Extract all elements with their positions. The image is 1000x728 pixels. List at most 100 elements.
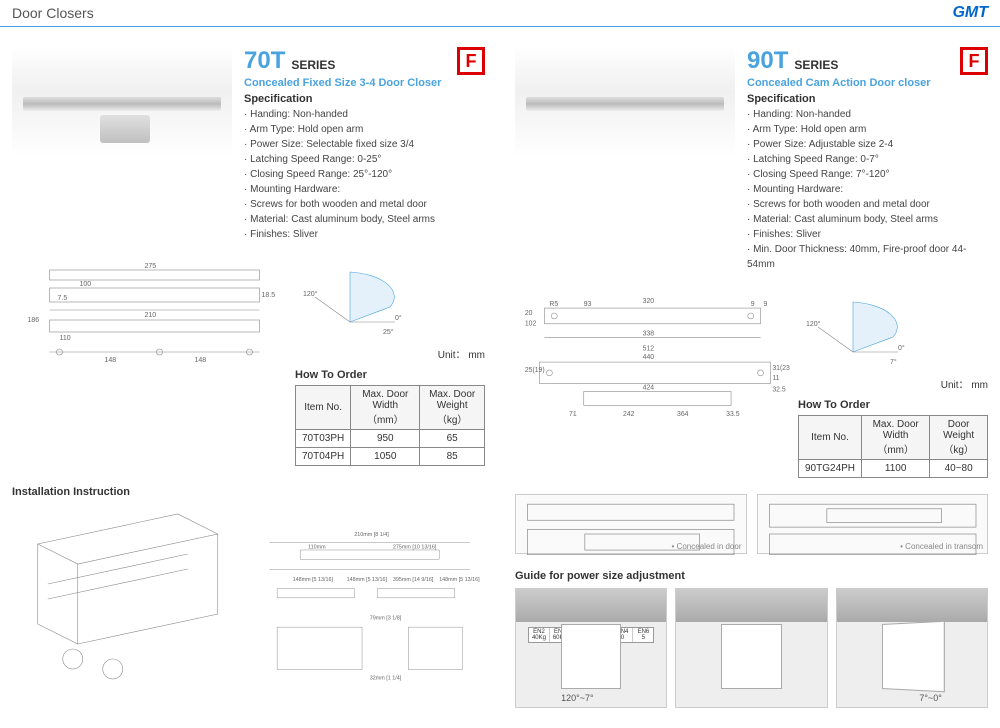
- order-col: Item No.: [799, 416, 862, 460]
- en-cell: EN240Kg: [529, 628, 549, 642]
- svg-text:93: 93: [584, 301, 592, 308]
- svg-text:120°: 120°: [806, 320, 821, 328]
- guide-step-3: 3 7°~0°: [836, 588, 988, 708]
- spec-item: Power Size: Adjustable size 2-4: [747, 137, 988, 152]
- svg-text:210mm [8 1/4]: 210mm [8 1/4]: [354, 532, 389, 538]
- unit-label-70t: Unit： mm: [295, 346, 485, 361]
- iso-and-order-90t: 120° 0° 7° Unit： mm How To Order Item No…: [798, 282, 988, 478]
- product-image-70t: [12, 47, 232, 157]
- svg-text:424: 424: [643, 385, 655, 392]
- product-image-90t: [515, 47, 735, 157]
- spec-item: Closing Speed Range: 7°-120°: [747, 167, 988, 182]
- unit-label-90t: Unit： mm: [798, 376, 988, 391]
- svg-text:148: 148: [195, 357, 207, 364]
- svg-text:148mm [5 13/16]: 148mm [5 13/16]: [292, 577, 333, 583]
- page-header: Door Closers GMT: [0, 0, 1000, 27]
- spec-item: Handing: Non-handed: [747, 107, 988, 122]
- svg-text:9: 9: [751, 301, 755, 308]
- spec-item: Min. Door Thickness: 40mm, Fire-proof do…: [747, 242, 988, 272]
- svg-text:110mm: 110mm: [308, 544, 326, 550]
- order-col: Max. Door Width（mm）: [862, 416, 930, 460]
- svg-text:148mm [5 13/16]: 148mm [5 13/16]: [346, 577, 387, 583]
- spec-item: Latching Speed Range: 0-7°: [747, 152, 988, 167]
- guide-row: 1 EN240KgEN360KgEN480KgEN3-5EN40EN65 120…: [515, 588, 988, 708]
- spec-list-90t: Handing: Non-handedArm Type: Hold open a…: [747, 107, 988, 272]
- spec-item: Screws for both wooden and metal door: [244, 197, 485, 212]
- svg-text:148: 148: [105, 357, 117, 364]
- svg-text:31(23): 31(23): [772, 365, 790, 372]
- table-row: 70T04PH105085: [296, 448, 485, 466]
- svg-text:440: 440: [643, 354, 655, 361]
- spec-item: Finishes: Sliver: [244, 227, 485, 242]
- order-table-90t: Item No.Max. Door Width（mm）Door Weight（k…: [798, 415, 988, 478]
- table-row: 90TG24PH110040~80: [799, 460, 988, 478]
- svg-text:512: 512: [643, 345, 655, 352]
- svg-text:11: 11: [772, 375, 779, 382]
- order-col: Max. Door Weight（kg）: [420, 386, 485, 430]
- svg-text:7.5: 7.5: [58, 295, 68, 302]
- iso-diagram-70t: 120° 0° 25°: [295, 252, 405, 342]
- svg-text:20: 20: [525, 310, 533, 317]
- svg-text:0°: 0°: [395, 314, 402, 322]
- svg-text:7°: 7°: [890, 358, 897, 366]
- svg-text:110: 110: [60, 335, 71, 342]
- svg-text:364: 364: [677, 411, 689, 418]
- table-row: 70T03PH95065: [296, 430, 485, 448]
- fire-badge-70t: F: [457, 47, 485, 75]
- svg-text:25°: 25°: [383, 328, 394, 336]
- spec-item: Material: Cast aluminum body, Steel arms: [244, 212, 485, 227]
- guide-title: Guide for power size adjustment: [515, 570, 988, 582]
- svg-text:9: 9: [763, 301, 767, 308]
- svg-text:25(19): 25(19): [525, 367, 545, 374]
- conceal-row: • Concealed in door • Concealed in trans…: [515, 494, 988, 554]
- svg-text:186: 186: [28, 317, 40, 324]
- col-70t: 70T SERIES F Concealed Fixed Size 3-4 Do…: [12, 47, 485, 708]
- brand-logo: GMT: [952, 4, 988, 22]
- svg-text:R5: R5: [549, 301, 558, 308]
- svg-text:275mm [10 13/16]: 275mm [10 13/16]: [392, 544, 436, 550]
- conceal-door-box: • Concealed in door: [515, 494, 747, 554]
- series-suffix-70t: SERIES: [291, 58, 335, 72]
- spec-heading-70t: Specification: [244, 93, 485, 105]
- svg-text:18.5: 18.5: [262, 292, 276, 299]
- en-cell: EN65: [632, 628, 653, 642]
- svg-text:79mm [3 1/8]: 79mm [3 1/8]: [369, 615, 401, 621]
- spec-item: Handing: Non-handed: [244, 107, 485, 122]
- svg-text:338: 338: [643, 331, 655, 338]
- svg-text:210: 210: [145, 312, 157, 319]
- svg-text:71: 71: [569, 411, 577, 418]
- angle-label-3: 7°~0°: [919, 693, 941, 703]
- spec-list-70t: Handing: Non-handedArm Type: Hold open a…: [244, 107, 485, 242]
- svg-text:32.5: 32.5: [772, 387, 786, 394]
- conceal-transom-box: • Concealed in transom: [757, 494, 989, 554]
- tech-drawing-90t: 320 93 R5 9 9 20 102 338 512 440 424 71 …: [515, 292, 790, 442]
- svg-text:275: 275: [145, 263, 157, 270]
- angle-label-1: 120°~7°: [561, 693, 593, 703]
- order-col: Max. Door Width（mm）: [351, 386, 420, 430]
- svg-text:395mm [14 9/16]: 395mm [14 9/16]: [392, 577, 433, 583]
- col-90t: 90T SERIES F Concealed Cam Action Door c…: [515, 47, 988, 708]
- install-title: Installation Instruction: [12, 486, 485, 498]
- spec-item: Material: Cast aluminum body, Steel arms: [747, 212, 988, 227]
- spec-item: Arm Type: Hold open arm: [747, 122, 988, 137]
- order-col: Item No.: [296, 386, 351, 430]
- spec-item: Closing Speed Range: 25°-120°: [244, 167, 485, 182]
- svg-text:320: 320: [643, 298, 655, 305]
- svg-text:0°: 0°: [898, 344, 905, 352]
- iso-and-order-70t: 120° 0° 25° Unit： mm How To Order Item N…: [295, 252, 485, 466]
- subtitle-90t: Concealed Cam Action Door closer: [747, 77, 988, 89]
- spec-item: Screws for both wooden and metal door: [747, 197, 988, 212]
- hto-title-70t: How To Order: [295, 369, 485, 381]
- conceal-door-label: Concealed in door: [677, 542, 742, 551]
- iso-diagram-90t: 120° 0° 7°: [798, 282, 908, 372]
- install-drawings: 210mm [8 1/4] 110mm 275mm [10 13/16] 148…: [12, 504, 485, 704]
- hto-title-90t: How To Order: [798, 399, 988, 411]
- svg-text:148mm [5 13/16]: 148mm [5 13/16]: [439, 577, 480, 583]
- series-suffix-90t: SERIES: [794, 58, 838, 72]
- guide-step-2: 2: [675, 588, 827, 708]
- svg-text:242: 242: [623, 411, 635, 418]
- spec-item: Mounting Hardware:: [747, 182, 988, 197]
- guide-step-1: 1 EN240KgEN360KgEN480KgEN3-5EN40EN65 120…: [515, 588, 667, 708]
- order-col: Door Weight（kg）: [930, 416, 988, 460]
- svg-text:33.5: 33.5: [726, 411, 740, 418]
